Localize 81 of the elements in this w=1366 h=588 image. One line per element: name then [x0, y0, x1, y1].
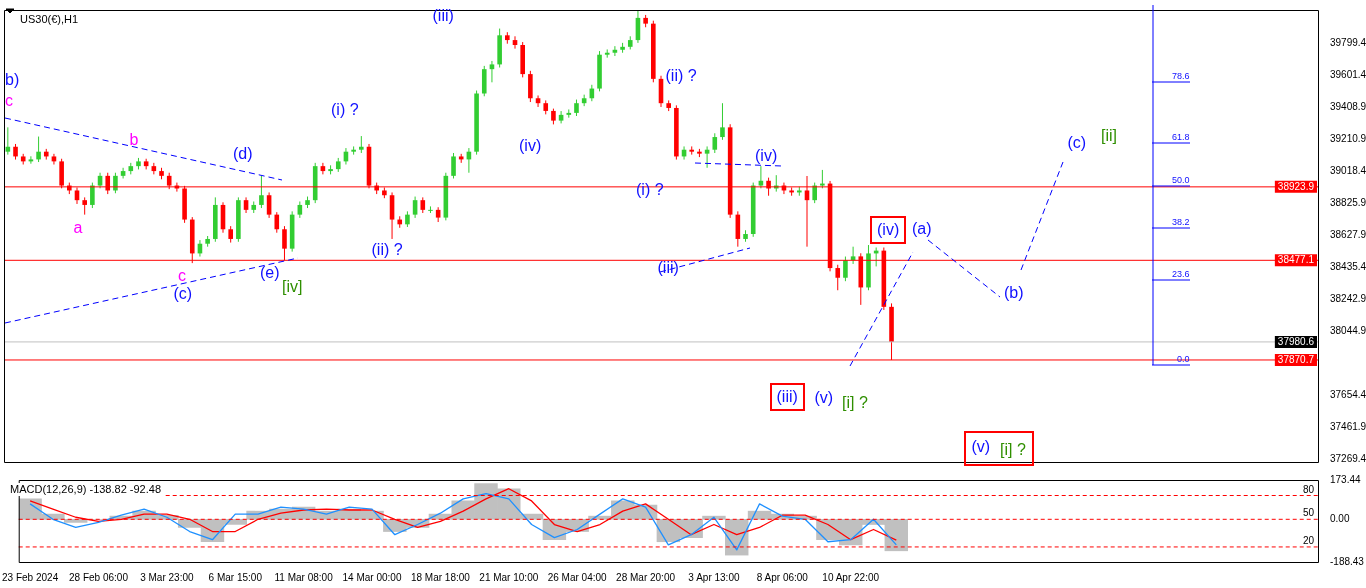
- annotation: 50.0: [1172, 175, 1190, 185]
- ref-line-label: 37980.6: [1277, 335, 1315, 347]
- annotation: [ii]: [1101, 127, 1117, 145]
- x-tick-label: 10 Apr 22:00: [822, 571, 880, 583]
- candlestick: [489, 60, 495, 83]
- candlestick: [259, 175, 264, 209]
- y-tick-label: 38044.9: [1330, 325, 1366, 337]
- y-tick-label: 37269.4: [1330, 452, 1366, 464]
- x-tick-label: 21 Mar 10:00: [479, 571, 539, 583]
- y-tick-label: 39408.9: [1330, 100, 1366, 112]
- annotation: a: [73, 219, 83, 237]
- candlestick: [120, 167, 126, 179]
- annotation: (c): [173, 285, 193, 303]
- candlestick: [451, 152, 456, 179]
- annotation: 23.6: [1172, 269, 1190, 279]
- annotation: (v): [971, 438, 991, 456]
- y-tick-label: 38825.9: [1330, 196, 1366, 208]
- x-tick-label: 11 Mar 08:00: [274, 571, 334, 583]
- annotation: (ii) ?: [371, 241, 403, 259]
- y-tick-label: 37461.9: [1330, 420, 1366, 432]
- annotation: (d): [233, 145, 253, 163]
- annotation: b: [129, 131, 139, 149]
- y-tick-label: 173.44: [1330, 473, 1362, 485]
- candlestick: [36, 136, 41, 163]
- annotation: (ii) ?: [665, 67, 697, 85]
- candlestick: [843, 256, 848, 282]
- candlestick: [274, 211, 280, 234]
- annotation: 61.8: [1172, 132, 1190, 142]
- annotation: b): [5, 71, 20, 89]
- x-tick-label: 6 Mar 15:00: [208, 571, 263, 583]
- y-tick-label: 39018.4: [1330, 165, 1366, 177]
- annotation: 38.2: [1172, 217, 1190, 227]
- annotation: (i) ?: [331, 101, 359, 119]
- annotation: (v): [814, 389, 834, 407]
- annotation: (iv): [870, 216, 907, 244]
- x-tick-label: 18 Mar 18:00: [410, 571, 471, 583]
- annotation: 80: [1303, 483, 1315, 495]
- annotation: (iii): [769, 383, 805, 411]
- annotation: (iii): [657, 259, 679, 277]
- annotation: (iii): [432, 7, 454, 25]
- annotation: (iv): [519, 137, 542, 155]
- chart-title: MACD(12,26,9) -138.82 -92.48: [8, 483, 164, 496]
- y-tick-label: 0.00: [1330, 513, 1350, 525]
- annotation: (e): [260, 264, 280, 282]
- x-tick-label: 23 Feb 2024: [2, 571, 59, 583]
- x-tick-label: 3 Apr 13:00: [688, 571, 740, 583]
- annotation: c: [178, 267, 186, 285]
- annotation: [i] ?: [1000, 441, 1026, 459]
- annotation: (c): [1067, 134, 1087, 152]
- chart-title: US30(€),H1: [18, 13, 81, 26]
- y-tick-label: 38627.9: [1330, 229, 1366, 241]
- ref-line-label: 38923.9: [1277, 180, 1315, 192]
- y-tick-label: -188.43: [1330, 555, 1365, 567]
- ref-line-label: 38477.1: [1277, 254, 1315, 266]
- y-tick-label: 39210.9: [1330, 133, 1366, 145]
- annotation: (b): [1004, 284, 1024, 302]
- annotation: [iv]: [282, 278, 303, 296]
- annotation: 50: [1303, 507, 1315, 519]
- x-tick-label: 3 Mar 23:00: [140, 571, 194, 583]
- x-tick-label: 8 Apr 06:00: [756, 571, 809, 583]
- annotation: 20: [1303, 534, 1315, 546]
- y-tick-label: 38435.4: [1330, 260, 1366, 272]
- ref-line-label: 37870.7: [1277, 353, 1315, 365]
- annotation: [i] ?: [842, 394, 868, 412]
- annotation: 78.6: [1172, 71, 1190, 81]
- annotation: c: [5, 92, 13, 110]
- y-tick-label: 39799.4: [1330, 36, 1366, 48]
- x-tick-label: 28 Feb 06:00: [69, 571, 129, 583]
- candlestick: [720, 102, 725, 141]
- y-tick-label: 38242.9: [1330, 292, 1366, 304]
- candlestick: [266, 191, 272, 219]
- candlestick: [835, 264, 841, 291]
- y-tick-label: 37654.4: [1330, 389, 1366, 401]
- x-tick-label: 28 Mar 20:00: [616, 571, 676, 583]
- candlestick: [712, 132, 718, 154]
- annotation: (iv): [755, 147, 778, 165]
- y-tick-label: 39601.4: [1330, 69, 1366, 81]
- x-tick-label: 14 Mar 00:00: [342, 571, 402, 583]
- candlestick: [412, 196, 418, 219]
- x-tick-label: 26 Mar 04:00: [547, 571, 608, 583]
- annotation: (a): [912, 220, 932, 238]
